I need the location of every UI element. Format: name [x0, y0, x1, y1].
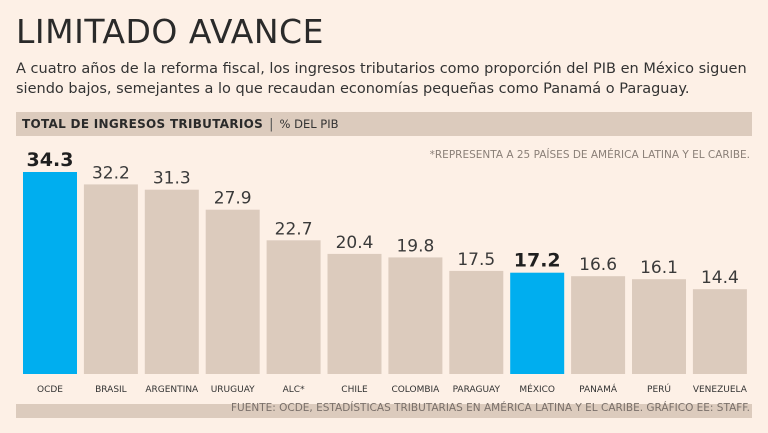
footer-band: [16, 404, 752, 418]
bar-colombia: [388, 257, 443, 374]
category-label-colombia: COLOMBIA: [391, 385, 440, 395]
header-unit: % DEL PIB: [279, 117, 339, 131]
source-credit: FUENTE: OCDE, ESTADÍSTICAS TRIBUTARIAS E…: [230, 402, 750, 414]
value-label-venezuela: 14.4: [701, 268, 739, 288]
footnote: *REPRESENTA A 25 PAÍSES DE AMÉRICA LATIN…: [429, 149, 750, 161]
chart-title: LIMITADO AVANCE: [16, 12, 324, 51]
bar-chile: [327, 253, 382, 374]
header-separator: |: [269, 116, 274, 132]
category-label-ocde: OCDE: [37, 385, 63, 395]
category-label-chile: CHILE: [341, 385, 368, 395]
bar-peru: [632, 279, 686, 374]
value-label-brasil: 32.2: [92, 163, 130, 183]
category-label-panama: PANAMÁ: [579, 383, 618, 395]
bar-ocde: [23, 172, 77, 374]
value-label-ocde: 34.3: [27, 149, 74, 171]
header-band: TOTAL DE INGRESOS TRIBUTARIOS | % DEL PI…: [16, 112, 752, 136]
bar-paraguay: [449, 270, 504, 374]
category-label-argentina: ARGENTINA: [145, 385, 199, 395]
bar-brasil: [83, 184, 138, 374]
value-label-uruguay: 27.9: [214, 189, 252, 209]
bar-venezuela: [692, 289, 747, 374]
value-label-colombia: 19.8: [396, 236, 434, 256]
category-label-mexico: MÉXICO: [519, 383, 555, 395]
category-label-alc: ALC*: [283, 385, 305, 395]
bar-alc: [266, 240, 321, 374]
category-label-peru: PERÚ: [647, 383, 671, 395]
chart-subtitle: A cuatro años de la reforma fiscal, los …: [16, 61, 747, 97]
value-label-peru: 16.1: [640, 258, 678, 278]
value-label-alc: 22.7: [275, 219, 313, 239]
value-label-paraguay: 17.5: [457, 250, 495, 270]
header-label: TOTAL DE INGRESOS TRIBUTARIOS: [22, 117, 264, 131]
value-label-argentina: 31.3: [153, 169, 191, 189]
category-label-venezuela: VENEZUELA: [693, 385, 748, 395]
category-label-brasil: BRASIL: [95, 385, 127, 395]
value-label-mexico: 17.2: [514, 250, 561, 272]
value-label-panama: 16.6: [579, 255, 617, 275]
category-label-uruguay: URUGUAY: [211, 385, 255, 395]
bar-argentina: [144, 189, 199, 374]
value-label-chile: 20.4: [336, 233, 374, 253]
category-label-paraguay: PARAGUAY: [453, 385, 501, 395]
bar-uruguay: [205, 209, 260, 374]
bar-mexico: [510, 272, 565, 374]
bar-panama: [571, 276, 626, 374]
